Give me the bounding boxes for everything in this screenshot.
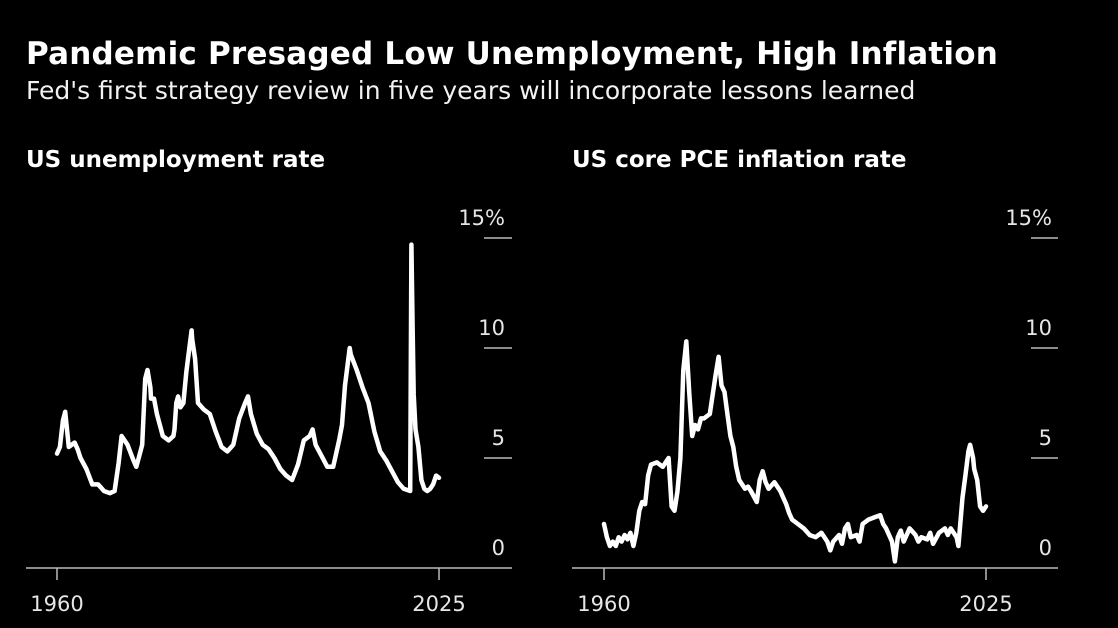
- chart-panel-1: 0 5 10 15% 1960 2025: [572, 206, 1058, 616]
- y-tick-label: 0: [1039, 536, 1052, 560]
- chart-panel-0: 0 5 10 15% 1960 2025: [26, 206, 512, 616]
- page-subtitle: Fed's first strategy review in five year…: [26, 76, 916, 105]
- y-tick-label: 5: [492, 426, 505, 450]
- series-line-0: [601, 339, 989, 564]
- inflation-chart-title: US core PCE inflation rate: [572, 147, 907, 173]
- unemployment-chart-title: US unemployment rate: [26, 147, 326, 173]
- y-tick-label: 10: [478, 316, 505, 340]
- y-tick-label: 15%: [1005, 206, 1052, 230]
- y-tick-label: 15%: [458, 206, 505, 230]
- series-line-0: [54, 242, 442, 496]
- y-tick-label: 10: [1025, 316, 1052, 340]
- x-tick-label: 1960: [30, 592, 83, 616]
- y-tick-label: 5: [1039, 426, 1052, 450]
- page-title: Pandemic Presaged Low Unemployment, High…: [26, 36, 999, 72]
- y-tick-label: 0: [492, 536, 505, 560]
- x-tick-label: 2025: [959, 592, 1012, 616]
- x-tick-label: 1960: [577, 592, 630, 616]
- x-tick-label: 2025: [412, 592, 465, 616]
